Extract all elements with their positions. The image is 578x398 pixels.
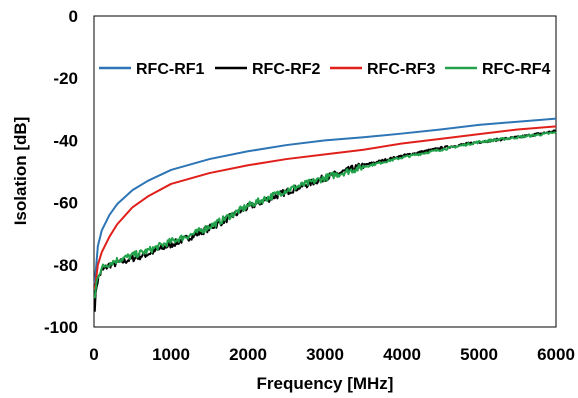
series-line-rfc-rf3 (93, 125, 557, 290)
plot-area (93, 15, 557, 328)
x-tick-label: 6000 (537, 345, 575, 364)
series-line-rfc-rf1 (93, 117, 557, 284)
x-tick-labels: 0 1000 2000 3000 4000 5000 6000 (89, 345, 575, 364)
y-tick-labels: 0 -20 -40 -60 -80 -100 (44, 7, 78, 337)
y-tick-label: 0 (69, 7, 78, 26)
legend-label-rfc-rf2: RFC-RF2 (252, 61, 321, 78)
y-tick-label: -100 (44, 318, 78, 337)
series-line-rfc-rf4 (93, 131, 557, 299)
legend-label-rfc-rf1: RFC-RF1 (136, 61, 205, 78)
legend-label-rfc-rf4: RFC-RF4 (482, 61, 551, 78)
x-tick-label: 1000 (152, 345, 190, 364)
y-tick-label: -60 (53, 194, 78, 213)
y-axis-title: Isolation [dB] (11, 117, 30, 226)
x-tick-label: 0 (89, 345, 98, 364)
x-tick-label: 5000 (460, 345, 498, 364)
legend-label-rfc-rf3: RFC-RF3 (367, 61, 436, 78)
x-tick-label: 3000 (306, 345, 344, 364)
y-tick-label: -80 (53, 256, 78, 275)
legend: RFC-RF1 RFC-RF2 RFC-RF3 RFC-RF4 (99, 61, 551, 78)
y-tick-label: -40 (53, 131, 78, 150)
x-tick-label: 2000 (229, 345, 267, 364)
y-tick-label: -20 (53, 69, 78, 88)
x-axis-title: Frequency [MHz] (257, 374, 394, 393)
x-tick-label: 4000 (383, 345, 421, 364)
series-layer (93, 117, 557, 312)
